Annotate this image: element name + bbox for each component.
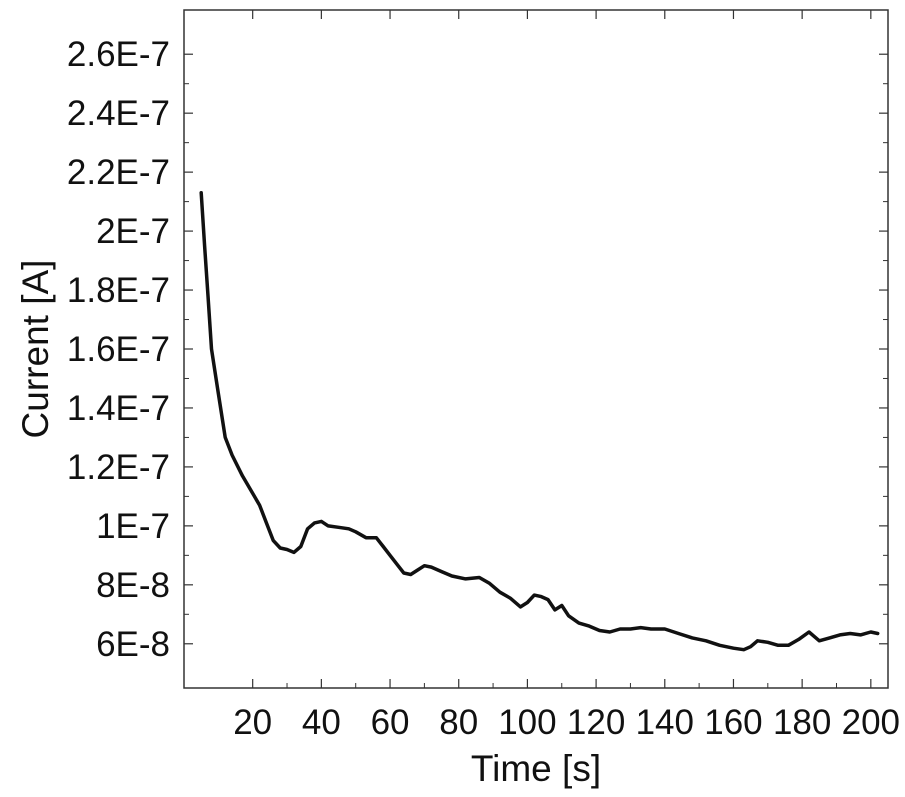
- x-tick-label: 200: [842, 703, 900, 742]
- x-tick-label: 20: [233, 703, 272, 742]
- x-axis-title: Time [s]: [471, 748, 601, 789]
- y-tick-label: 2E-7: [96, 212, 170, 251]
- x-tick-label: 180: [773, 703, 831, 742]
- y-tick-label: 1.6E-7: [67, 330, 170, 369]
- y-tick-label: 2.2E-7: [67, 153, 170, 192]
- plot-frame: [184, 10, 888, 688]
- y-tick-label: 1.2E-7: [67, 448, 170, 487]
- y-tick-label: 2.4E-7: [67, 94, 170, 133]
- y-tick-label: 8E-8: [96, 566, 170, 605]
- y-tick-label: 1E-7: [96, 507, 170, 546]
- y-tick-label: 1.8E-7: [67, 271, 170, 310]
- series-line: [201, 193, 878, 650]
- y-tick-label: 2.6E-7: [67, 35, 170, 74]
- x-axis: 20 40 60 80 100 120 140 160 180 200: [233, 10, 900, 742]
- x-tick-label: 40: [302, 703, 341, 742]
- y-tick-label: 6E-8: [96, 625, 170, 664]
- x-tick-label: 80: [439, 703, 478, 742]
- x-tick-label: 120: [567, 703, 625, 742]
- x-tick-label: 160: [704, 703, 762, 742]
- y-axis-title: Current [A]: [15, 260, 56, 439]
- x-tick-label: 100: [498, 703, 556, 742]
- y-axis: 6E-8 8E-8 1E-7 1.2E-7 1.4E-7 1.6E-7 1.8E-7 2E-7…: [67, 35, 888, 664]
- series-layer: [201, 193, 878, 650]
- y-tick-label: 1.4E-7: [67, 389, 170, 428]
- x-tick-label: 140: [636, 703, 694, 742]
- x-tick-label: 60: [371, 703, 410, 742]
